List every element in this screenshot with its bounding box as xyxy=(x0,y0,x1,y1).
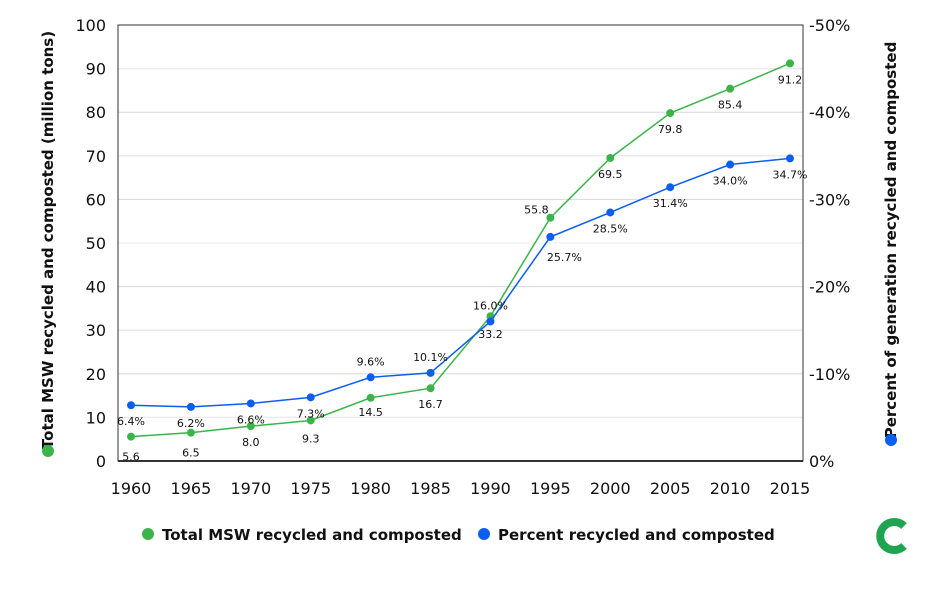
legend-label-total: Total MSW recycled and composted xyxy=(162,526,462,544)
data-label: 16.7 xyxy=(418,398,443,411)
x-tick: 2000 xyxy=(590,479,631,498)
x-tick: 1970 xyxy=(230,479,271,498)
x-tick: 1980 xyxy=(350,479,391,498)
data-point xyxy=(366,393,375,402)
legend-dot-percent xyxy=(478,528,490,540)
data-point xyxy=(786,59,794,68)
data-label: 9.3 xyxy=(302,432,320,445)
legend-label-percent: Percent recycled and composted xyxy=(498,526,775,544)
data-point xyxy=(486,317,495,326)
y-tick-left: 50 xyxy=(86,234,106,253)
data-label: 69.5 xyxy=(598,168,623,181)
data-point xyxy=(426,384,435,393)
series-line-percent xyxy=(130,157,791,408)
data-label: 28.5% xyxy=(593,222,628,235)
data-label: 5.6 xyxy=(122,451,140,464)
data-label: 31.4% xyxy=(653,197,688,210)
y-tick-left: 10 xyxy=(86,408,106,427)
y-tick-right: -10% xyxy=(809,365,850,384)
x-tick: 1995 xyxy=(530,479,571,498)
data-point xyxy=(186,428,195,437)
data-label: 55.8 xyxy=(524,204,549,217)
y-tick-left: 0 xyxy=(96,452,106,471)
y-tick-right: -20% xyxy=(809,278,850,297)
y-tick-left: 100 xyxy=(75,16,106,35)
data-point xyxy=(246,399,255,408)
y-tick-left: 80 xyxy=(86,103,106,122)
data-point xyxy=(786,154,794,163)
data-label: 8.0 xyxy=(242,436,260,449)
x-tick: 1990 xyxy=(470,479,511,498)
left-axis-legend-dot xyxy=(42,445,54,457)
data-label: 91.2 xyxy=(778,73,803,86)
data-point xyxy=(546,213,555,222)
data-point xyxy=(186,402,195,411)
legend-dot-total xyxy=(142,528,154,540)
data-label: 6.6% xyxy=(237,413,265,426)
series-line-total xyxy=(130,62,791,438)
x-tick: 2015 xyxy=(770,479,811,498)
data-label: 6.2% xyxy=(177,417,205,430)
data-point xyxy=(546,232,555,241)
y-tick-right: -40% xyxy=(809,103,850,122)
data-point xyxy=(366,373,375,382)
logo-icon xyxy=(876,518,907,554)
data-label: 9.6% xyxy=(357,355,385,368)
y-axis-title-left: Total MSW recycled and composted (millio… xyxy=(39,31,57,449)
data-point xyxy=(426,368,435,377)
data-label: 79.8 xyxy=(658,123,683,136)
data-label: 7.3% xyxy=(297,407,325,420)
right-axis-legend-dot xyxy=(885,434,897,446)
data-label: 14.5 xyxy=(358,406,383,419)
data-point xyxy=(306,393,315,402)
data-label: 33.2 xyxy=(478,328,503,341)
data-label: 10.1% xyxy=(413,351,448,364)
data-label: 6.4% xyxy=(117,415,145,428)
data-label: 25.7% xyxy=(547,251,582,264)
data-point xyxy=(127,401,135,410)
y-tick-left: 30 xyxy=(86,321,106,340)
data-point xyxy=(666,109,675,118)
data-point xyxy=(606,153,615,162)
x-tick: 1985 xyxy=(410,479,451,498)
y-tick-right: 0% xyxy=(809,452,834,471)
y-tick-left: 40 xyxy=(86,278,106,297)
y-tick-right: -50% xyxy=(809,16,850,35)
y-tick-left: 70 xyxy=(86,147,106,166)
x-tick: 1975 xyxy=(290,479,331,498)
data-point xyxy=(726,160,735,169)
data-label: 85.4 xyxy=(718,99,743,112)
y-axis-title-right: Percent of generation recycled and compo… xyxy=(882,42,900,439)
y-tick-left: 20 xyxy=(86,365,106,384)
y-tick-left: 90 xyxy=(86,60,106,79)
x-tick: 1960 xyxy=(111,479,152,498)
x-tick: 2010 xyxy=(710,479,751,498)
data-point xyxy=(306,416,315,425)
data-label: 16.0% xyxy=(473,299,508,312)
data-label: 34.7% xyxy=(773,168,808,181)
data-label: 6.5 xyxy=(182,447,200,460)
data-point xyxy=(726,84,735,93)
data-label: 34.0% xyxy=(713,175,748,188)
x-tick: 2005 xyxy=(650,479,691,498)
data-point xyxy=(666,183,675,192)
y-tick-right: -30% xyxy=(809,190,850,209)
data-point xyxy=(127,432,135,441)
data-point xyxy=(246,422,255,431)
data-point xyxy=(606,208,615,217)
x-tick: 1965 xyxy=(171,479,212,498)
y-tick-left: 60 xyxy=(86,190,106,209)
